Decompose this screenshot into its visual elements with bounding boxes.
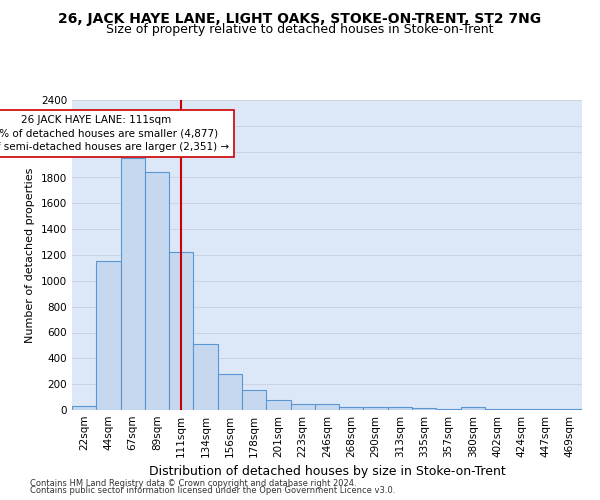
Text: 26, JACK HAYE LANE, LIGHT OAKS, STOKE-ON-TRENT, ST2 7NG: 26, JACK HAYE LANE, LIGHT OAKS, STOKE-ON… [58, 12, 542, 26]
Bar [96, 262, 121, 410]
Bar [242, 390, 266, 410]
Bar [315, 404, 339, 410]
Bar [193, 344, 218, 410]
Bar [145, 172, 169, 410]
Text: Size of property relative to detached houses in Stoke-on-Trent: Size of property relative to detached ho… [106, 22, 494, 36]
Bar [72, 406, 96, 410]
Bar [218, 374, 242, 410]
Bar [339, 408, 364, 410]
Bar [412, 408, 436, 410]
Bar [121, 158, 145, 410]
Bar [364, 408, 388, 410]
Text: 26 JACK HAYE LANE: 111sqm
← 67% of detached houses are smaller (4,877)
32% of se: 26 JACK HAYE LANE: 111sqm ← 67% of detac… [0, 116, 229, 152]
Bar [169, 252, 193, 410]
Bar [290, 404, 315, 410]
Text: Contains HM Land Registry data © Crown copyright and database right 2024.: Contains HM Land Registry data © Crown c… [30, 478, 356, 488]
X-axis label: Distribution of detached houses by size in Stoke-on-Trent: Distribution of detached houses by size … [149, 466, 505, 478]
Text: Contains public sector information licensed under the Open Government Licence v3: Contains public sector information licen… [30, 486, 395, 495]
Bar [461, 408, 485, 410]
Bar [266, 400, 290, 410]
Y-axis label: Number of detached properties: Number of detached properties [25, 168, 35, 342]
Bar [436, 408, 461, 410]
Bar [388, 408, 412, 410]
